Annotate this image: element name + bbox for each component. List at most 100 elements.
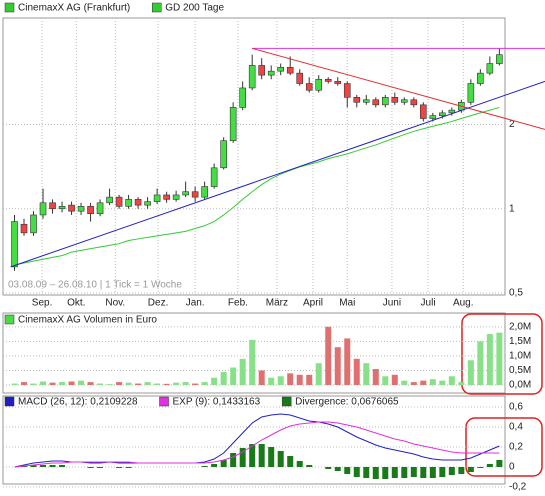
y-tick-label: 1 bbox=[509, 203, 515, 214]
candle-body bbox=[106, 196, 113, 204]
candle-body bbox=[277, 66, 285, 72]
candle-body bbox=[248, 65, 256, 89]
candle-body bbox=[49, 202, 56, 210]
divergence-bar bbox=[420, 467, 427, 478]
x-tick-label: März bbox=[266, 298, 288, 309]
candle-body bbox=[39, 202, 47, 216]
y-tick-label: -0,2 bbox=[509, 482, 527, 493]
divergence-bar bbox=[467, 467, 474, 472]
y-tick-label: 0 bbox=[509, 462, 515, 473]
candle-body bbox=[210, 167, 218, 187]
candle-body bbox=[11, 221, 18, 268]
volume-bar bbox=[30, 383, 37, 385]
volume-bar bbox=[277, 376, 284, 385]
volume-bar bbox=[135, 383, 142, 385]
divergence-bar bbox=[496, 460, 503, 467]
divergence-bar bbox=[477, 467, 484, 468]
volume-bar bbox=[78, 380, 85, 385]
x-tick-label: Juni bbox=[383, 298, 401, 309]
indicator-line bbox=[14, 421, 500, 468]
y-tick-label: 0,2 bbox=[509, 442, 523, 453]
divergence-bar bbox=[325, 467, 332, 469]
divergence-bar bbox=[429, 467, 436, 478]
volume-bar bbox=[211, 377, 218, 385]
x-tick-label: Mai bbox=[339, 298, 355, 309]
candle-body bbox=[201, 186, 208, 198]
legend-label: CinemaxX AG (Frankfurt) bbox=[18, 3, 130, 14]
y-tick-label: 1,0M bbox=[509, 351, 531, 362]
y-tick-label: 0,6 bbox=[509, 402, 523, 413]
candle-body bbox=[400, 99, 408, 103]
divergence-bar bbox=[116, 467, 123, 468]
candle-body bbox=[163, 194, 170, 200]
candle-body bbox=[334, 81, 342, 84]
divergence-bar bbox=[401, 467, 408, 478]
volume-bar bbox=[116, 382, 123, 385]
volume-bar bbox=[429, 379, 436, 385]
candle-body bbox=[30, 214, 37, 234]
trend-line bbox=[10, 80, 545, 268]
candle-body bbox=[191, 191, 199, 198]
divergence-bar bbox=[211, 464, 218, 467]
divergence-bar bbox=[372, 467, 379, 479]
volume-bar bbox=[192, 383, 199, 385]
divergence-bar bbox=[296, 461, 303, 467]
candle-body bbox=[115, 196, 123, 207]
divergence-bar bbox=[458, 467, 465, 474]
candle-body bbox=[353, 97, 361, 103]
candle-body bbox=[267, 70, 275, 76]
volume-bar bbox=[258, 370, 265, 385]
candle-body bbox=[87, 206, 94, 214]
divergence-bar bbox=[353, 467, 360, 477]
macd-panel bbox=[2, 395, 506, 485]
divergence-bar bbox=[334, 467, 341, 471]
volume-bar bbox=[382, 376, 389, 385]
volume-bar bbox=[486, 334, 493, 385]
legend-label: MACD (26, 12): 0,2109228 bbox=[18, 397, 138, 408]
divergence-bar bbox=[30, 465, 37, 467]
candle-body bbox=[305, 83, 313, 91]
volume-bar bbox=[477, 341, 484, 385]
candle-body bbox=[467, 83, 475, 103]
candle-body bbox=[58, 206, 66, 210]
divergence-bar bbox=[344, 467, 351, 474]
candle-body bbox=[144, 201, 151, 206]
volume-bar bbox=[163, 383, 170, 385]
candle-body bbox=[343, 83, 351, 98]
volume-bar bbox=[239, 358, 246, 385]
candle-body bbox=[239, 87, 246, 108]
candle-body bbox=[420, 104, 427, 119]
volume-bar bbox=[230, 367, 237, 385]
divergence-bar bbox=[391, 467, 398, 478]
x-tick-label: Aug. bbox=[453, 298, 474, 309]
volume-bar bbox=[287, 373, 294, 385]
highlight-box bbox=[461, 313, 543, 395]
x-tick-label: April bbox=[303, 298, 323, 309]
divergence-bar bbox=[287, 456, 294, 467]
divergence-bar bbox=[410, 467, 417, 477]
candle-body bbox=[286, 66, 294, 74]
y-tick-label: 0,0M bbox=[509, 380, 531, 391]
divergence-bar bbox=[125, 467, 132, 468]
legend-swatch bbox=[159, 396, 169, 407]
volume-bar bbox=[97, 383, 104, 385]
candle-body bbox=[96, 202, 104, 214]
divergence-bar bbox=[87, 467, 94, 468]
legend-swatch bbox=[4, 314, 15, 325]
volume-bar bbox=[49, 382, 56, 385]
divergence-bar bbox=[239, 448, 246, 467]
volume-bar bbox=[201, 382, 208, 385]
date-note: 03.08.09 – 26.08.10 | 1 Tick = 1 Woche bbox=[8, 280, 182, 291]
volume-bar bbox=[87, 382, 94, 385]
x-tick-label: Nov. bbox=[105, 298, 125, 309]
volume-bar bbox=[40, 381, 47, 385]
moving-average bbox=[14, 106, 500, 266]
x-tick-label: Juli bbox=[421, 298, 436, 309]
volume-bar bbox=[353, 358, 360, 385]
volume-bar bbox=[182, 382, 189, 385]
x-tick-label: Dez. bbox=[148, 298, 169, 309]
volume-bar bbox=[363, 363, 370, 385]
candle-body bbox=[362, 99, 370, 103]
legend-label: GD 200 Tage bbox=[165, 3, 224, 14]
